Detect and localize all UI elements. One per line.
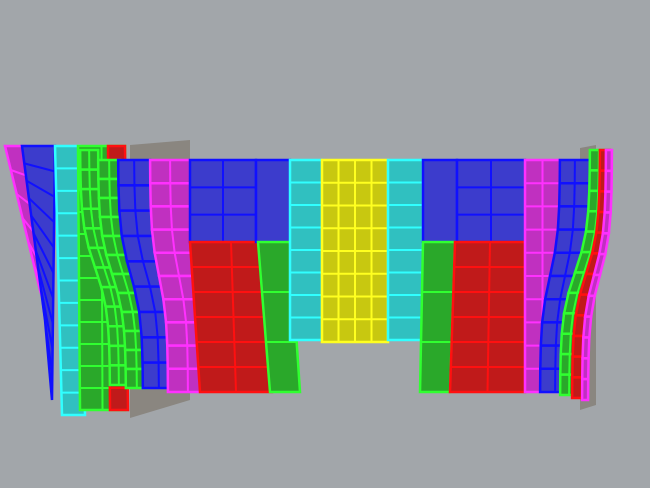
curved-strip-magenta-right	[603, 190, 613, 214]
panel-mullion	[185, 322, 189, 346]
panel-mullion	[116, 254, 124, 275]
panel-mullion	[571, 206, 576, 230]
panel-mullion	[109, 286, 116, 307]
panel-mullion	[554, 322, 559, 346]
center-panel-blue-column-right	[421, 158, 459, 244]
curved-strip-magenta-right	[581, 336, 591, 360]
panel-transom	[24, 162, 55, 173]
panel-transom	[41, 302, 54, 375]
panel-mullion	[109, 216, 115, 237]
center-panel-blue-column	[254, 158, 292, 244]
curved-strip-magenta-right	[601, 211, 613, 235]
panel-mullion	[108, 197, 112, 218]
panel-transom	[28, 197, 55, 223]
curved-strip-magenta-right	[580, 357, 590, 381]
panel-mullion	[113, 306, 119, 327]
panel-mullion	[556, 299, 562, 323]
curved-strip-magenta-right	[604, 148, 614, 173]
panel-mullion	[112, 235, 119, 256]
panel-mullion	[583, 251, 592, 273]
panel-mullion	[142, 261, 151, 287]
panel-mullion	[149, 286, 157, 313]
curved-strip-red-right	[570, 376, 584, 400]
panel-mullion	[127, 292, 134, 313]
panel-mullion	[134, 210, 139, 237]
panel-transom	[26, 179, 55, 198]
panel-mullion	[568, 333, 572, 355]
panel-mullion	[178, 275, 185, 300]
panel-mullion	[173, 252, 180, 277]
panel-mullion	[573, 183, 576, 207]
panel-mullion	[589, 231, 596, 253]
panel-mullion	[572, 292, 579, 314]
curved-strip-magenta-right	[580, 377, 590, 402]
panel-mullion	[154, 311, 159, 338]
panel-transom	[34, 250, 55, 299]
panel-mullion	[96, 247, 105, 268]
panel-transom	[30, 215, 55, 249]
panel-mullion	[122, 273, 130, 294]
panel-mullion	[593, 211, 599, 232]
panel-mullion	[559, 275, 566, 300]
panel-mullion	[131, 311, 137, 332]
panel-transom	[37, 267, 54, 325]
panel-mullion	[576, 272, 585, 294]
panel-mullion	[564, 252, 571, 277]
curved-strip-magenta-right	[581, 315, 593, 339]
panel-mullion	[103, 267, 112, 288]
curved-strip-magenta-right	[604, 169, 614, 193]
panel-transom	[32, 232, 55, 274]
panel-mullion	[554, 345, 557, 369]
panel-mullion	[170, 229, 176, 253]
panel-transom	[39, 285, 54, 350]
panel-mullion	[89, 208, 95, 229]
panel-mullion	[92, 228, 99, 249]
panel-mullion	[569, 313, 575, 334]
panel-mullion	[568, 229, 574, 253]
panel-mullion	[133, 185, 137, 211]
panel-mullion	[136, 235, 144, 262]
panel-mullion	[156, 337, 160, 363]
panel-mullion	[134, 330, 138, 351]
panel-mullion	[169, 206, 173, 230]
panel-mullion	[116, 326, 120, 346]
panel-mullion	[88, 189, 92, 209]
panel-mullion	[182, 299, 188, 323]
